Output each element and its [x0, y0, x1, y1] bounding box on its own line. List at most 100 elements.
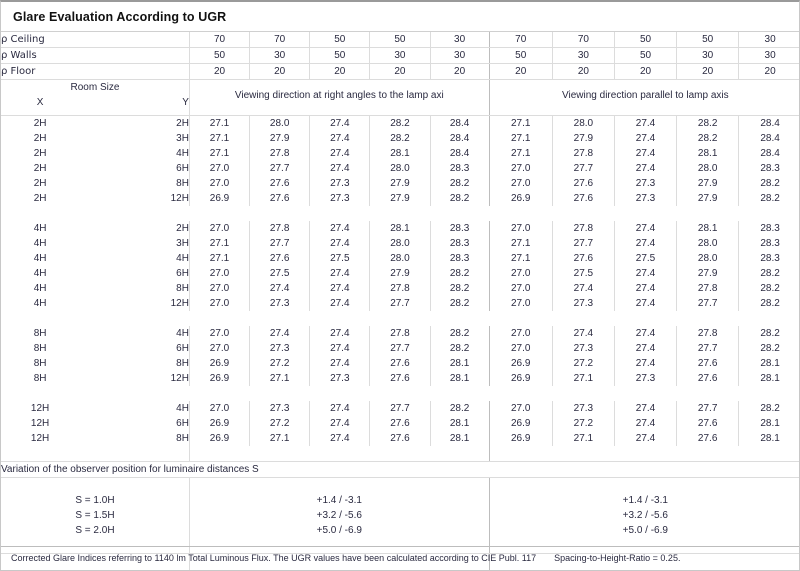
- ugr-value-parallel: 28.2: [738, 326, 799, 341]
- ugr-value-parallel: 27.7: [676, 341, 739, 356]
- ugr-value-perpendicular: 28.2: [429, 176, 490, 191]
- ugr-value-perpendicular: 26.9: [188, 191, 250, 206]
- ugr-value-perpendicular: 27.6: [249, 176, 310, 191]
- table-row: 8H 12H 26.9 27.1 27.3 27.6 28.1 26.9 27.1 27.3 27.…: [1, 371, 799, 386]
- ugr-value-parallel: 27.4: [613, 161, 677, 176]
- ugr-value-perpendicular: 27.4: [309, 326, 370, 341]
- room-size-x: 4H: [33, 298, 47, 309]
- reflectance-label-walls: ρ Walls: [1, 47, 190, 64]
- ceiling-value: 50: [369, 32, 431, 48]
- ugr-value-parallel: 27.8: [676, 326, 739, 341]
- walls-value: 30: [738, 47, 799, 64]
- ugr-value-parallel: 27.5: [551, 266, 615, 281]
- ceiling-value: 70: [188, 32, 250, 48]
- floor-value: 20: [676, 63, 739, 80]
- observer-bottom-spacer: [1, 538, 799, 554]
- ugr-value-perpendicular: 27.0: [188, 326, 250, 341]
- ugr-value-parallel: 26.9: [488, 431, 553, 446]
- ugr-value-perpendicular: 28.2: [429, 296, 490, 311]
- table-row: 2H 4H 27.1 27.8 27.4 28.1 28.4 27.1 27.8 27.4 28.1…: [1, 146, 799, 161]
- ugr-value-parallel: 28.4: [738, 131, 799, 146]
- floor-value: 20: [188, 63, 250, 80]
- room-size-x: 4H: [33, 253, 47, 264]
- footer-note: Corrected Glare Indices referring to 114…: [1, 547, 799, 563]
- observer-distance-label: S = 2.0H: [75, 525, 115, 536]
- ugr-value-parallel: 27.4: [613, 356, 677, 371]
- floor-value: 20: [249, 63, 310, 80]
- room-size-y: 6H: [176, 418, 189, 429]
- table-row: 2H 8H 27.0 27.6 27.3 27.9 28.2 27.0 27.6 27.3 27.9…: [1, 176, 799, 191]
- group-spacer-row: [1, 311, 799, 326]
- reflectance-label-ceiling: ρ Ceiling: [1, 32, 190, 48]
- room-size-y: 8H: [176, 433, 189, 444]
- ugr-value-perpendicular: 27.4: [309, 146, 370, 161]
- room-size-x: 8H: [33, 373, 47, 384]
- ugr-value-perpendicular: 27.4: [249, 326, 310, 341]
- ugr-value-perpendicular: 27.3: [309, 176, 370, 191]
- table-row: 4H 2H 27.0 27.8 27.4 28.1 28.3 27.0 27.8 27.4 28.1…: [1, 221, 799, 236]
- room-size-x: 8H: [33, 343, 47, 354]
- observer-row-1: [1, 477, 799, 493]
- ceiling-value: 50: [676, 32, 739, 48]
- ugr-value-parallel: 27.1: [488, 236, 553, 251]
- ugr-value-parallel: 27.4: [613, 221, 677, 236]
- ugr-value-perpendicular: 27.7: [249, 161, 310, 176]
- observer-value-left: +3.2 / -5.6: [188, 508, 490, 523]
- ugr-value-parallel: 28.2: [738, 401, 799, 416]
- room-size-x: 4H: [33, 238, 47, 249]
- ugr-value-perpendicular: 27.0: [188, 296, 250, 311]
- ugr-value-perpendicular: 27.1: [188, 251, 250, 266]
- ugr-value-parallel: 27.9: [676, 266, 739, 281]
- ugr-value-parallel: 28.3: [738, 161, 799, 176]
- group-spacer-row: [1, 206, 799, 221]
- room-size-x: 12H: [30, 433, 50, 444]
- table-row: 4H 3H 27.1 27.7 27.4 28.0 28.3 27.1 27.7 27.4 28.0…: [1, 236, 799, 251]
- ugr-value-perpendicular: 28.1: [369, 146, 431, 161]
- table-row: 12H 6H 26.9 27.2 27.4 27.6 28.1 26.9 27.2 27.4 27.…: [1, 416, 799, 431]
- ceiling-value: 30: [429, 32, 490, 48]
- ugr-value-perpendicular: 27.4: [309, 281, 370, 296]
- room-size-x: 2H: [33, 193, 47, 204]
- floor-value: 20: [613, 63, 677, 80]
- ugr-value-perpendicular: 28.2: [429, 341, 490, 356]
- ugr-value-parallel: 28.1: [738, 431, 799, 446]
- ugr-value-parallel: 26.9: [488, 356, 553, 371]
- ugr-value-parallel: 27.4: [613, 131, 677, 146]
- ugr-value-perpendicular: 27.0: [188, 221, 250, 236]
- observer-distance-label: S = 1.0H: [75, 495, 115, 506]
- ugr-value-parallel: 27.4: [613, 401, 677, 416]
- observer-value-right: +1.4 / -3.1: [488, 493, 799, 508]
- ugr-value-perpendicular: 28.3: [429, 236, 490, 251]
- room-size-y: 8H: [176, 178, 189, 189]
- ugr-value-perpendicular: 27.0: [188, 161, 250, 176]
- ugr-value-perpendicular: 28.4: [429, 146, 490, 161]
- ugr-value-perpendicular: 27.4: [309, 356, 370, 371]
- ugr-value-perpendicular: 27.8: [249, 146, 310, 161]
- room-size-y: 4H: [176, 148, 189, 159]
- ugr-value-parallel: 28.4: [738, 146, 799, 161]
- ugr-value-parallel: 27.2: [551, 356, 615, 371]
- ugr-value-parallel: 27.0: [488, 266, 553, 281]
- ugr-value-parallel: 27.3: [613, 371, 677, 386]
- ugr-value-parallel: 28.3: [738, 236, 799, 251]
- ugr-value-perpendicular: 27.9: [249, 131, 310, 146]
- ugr-value-perpendicular: 27.4: [309, 131, 370, 146]
- ugr-value-parallel: 28.4: [738, 116, 799, 131]
- table-row: 12H 8H 26.9 27.1 27.4 27.6 28.1 26.9 27.1 27.4 27.…: [1, 431, 799, 446]
- room-size-y: 3H: [176, 238, 189, 249]
- ugr-value-perpendicular: 27.6: [249, 251, 310, 266]
- ugr-value-perpendicular: 28.1: [429, 431, 490, 446]
- table-row: 2H 3H 27.1 27.9 27.4 28.2 28.4 27.1 27.9 27.4 28.2…: [1, 131, 799, 146]
- ugr-value-parallel: 27.8: [551, 146, 615, 161]
- room-size-y-label: Y: [182, 97, 189, 108]
- reflectance-label-floor: ρ Floor: [1, 63, 190, 80]
- ugr-value-perpendicular: 27.3: [249, 341, 310, 356]
- ugr-value-perpendicular: 27.9: [369, 266, 431, 281]
- ugr-value-parallel: 27.4: [613, 431, 677, 446]
- room-size-y: 4H: [176, 253, 189, 264]
- ugr-value-parallel: 27.4: [613, 326, 677, 341]
- ugr-value-perpendicular: 26.9: [188, 431, 250, 446]
- reflectance-row-walls: ρ Walls 50 30 50 30 30 50 30 50 30 30: [1, 47, 799, 64]
- floor-value: 20: [488, 63, 553, 80]
- ugr-value-parallel: 27.4: [613, 146, 677, 161]
